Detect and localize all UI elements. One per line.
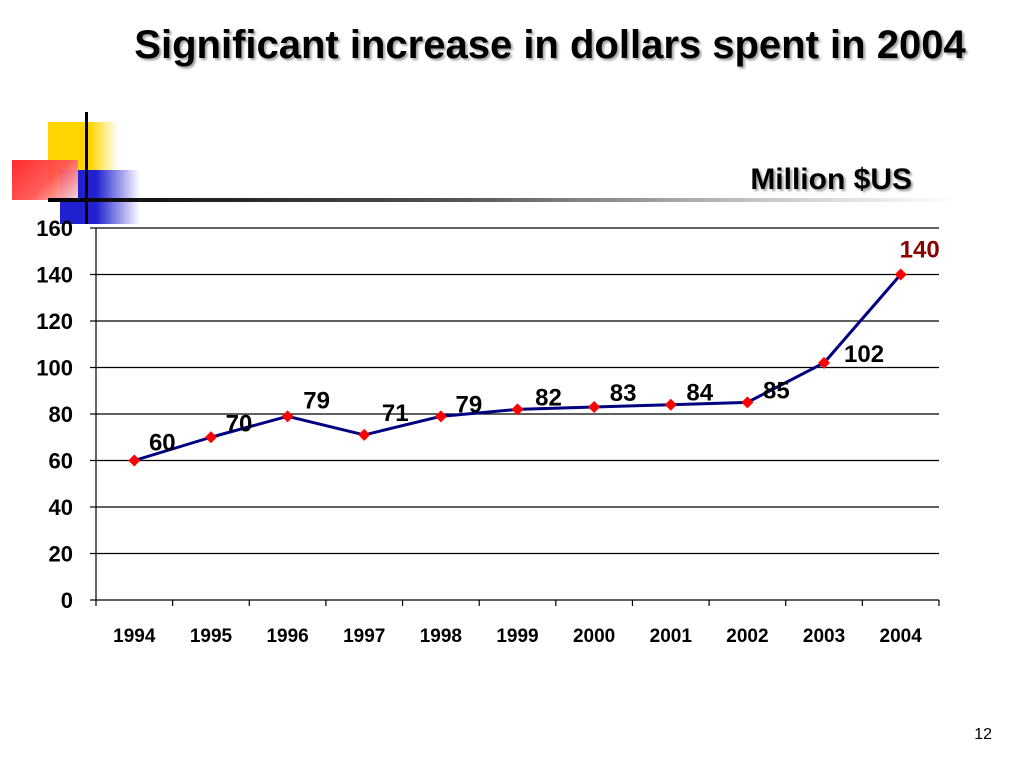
- x-tick-label-1996: 1996: [266, 626, 308, 647]
- data-point-marker-1995: [204, 431, 217, 444]
- x-tick-label-2000: 2000: [573, 626, 615, 647]
- data-markers: [128, 268, 907, 467]
- data-label-2002: 85: [763, 377, 790, 404]
- data-point-marker-2002: [741, 396, 754, 409]
- decorative-red-square: [12, 160, 78, 200]
- data-point-marker-1998: [434, 410, 447, 423]
- x-tick-label-2002: 2002: [726, 626, 768, 647]
- x-tick-label-1998: 1998: [420, 626, 462, 647]
- data-point-marker-1996: [281, 410, 294, 423]
- y-tick-label-80: 80: [49, 402, 73, 427]
- x-tick-label-2004: 2004: [880, 626, 923, 647]
- y-tick-label-120: 120: [36, 309, 73, 334]
- data-point-marker-2001: [664, 398, 677, 411]
- y-tick-label-20: 20: [49, 542, 73, 567]
- data-point-marker-1994: [128, 454, 141, 467]
- y-tick-label-40: 40: [49, 495, 73, 520]
- x-tick-label-2003: 2003: [803, 626, 845, 647]
- page-number: 12: [974, 726, 992, 743]
- data-label-2004: 140: [900, 237, 940, 264]
- data-label-1995: 70: [226, 410, 253, 437]
- decorative-horizontal-line: [48, 198, 960, 202]
- x-axis-tick-labels: 1994 1995 1996 1997 1998 1999 2000 2001 2002 2003…: [113, 626, 922, 647]
- y-tick-label-60: 60: [49, 449, 73, 474]
- data-label-1994: 60: [149, 430, 176, 457]
- x-tick-label-1994: 1994: [113, 626, 156, 647]
- data-label-1997: 71: [382, 400, 409, 427]
- data-label-1999: 82: [535, 384, 562, 411]
- data-label-2001: 84: [686, 380, 713, 407]
- data-label-2003: 102: [844, 341, 884, 368]
- decorative-vertical-line: [85, 112, 88, 224]
- y-tick-label-100: 100: [36, 356, 73, 381]
- y-tick-label-160: 160: [36, 216, 73, 241]
- x-tick-label-2001: 2001: [650, 626, 693, 647]
- grid-lines: [96, 227, 939, 555]
- y-tick-label-0: 0: [61, 588, 73, 613]
- y-axis-tick-labels: 0 20 40 60 80 100 120 140 160: [36, 216, 73, 613]
- y-tick-label-140: 140: [36, 263, 73, 288]
- data-point-marker-2003: [818, 356, 831, 369]
- unit-label: Million $US: [750, 163, 912, 196]
- data-label-1998: 79: [456, 391, 483, 418]
- slide-title: Significant increase in dollars spent in…: [134, 23, 966, 67]
- data-point-marker-2004: [894, 268, 907, 281]
- data-point-marker-2000: [588, 401, 601, 414]
- x-tick-label-1995: 1995: [190, 626, 233, 647]
- data-labels: 60 70 79 71 79 82 83 84 85 102 140: [149, 237, 940, 457]
- x-tick-label-1999: 1999: [496, 626, 538, 647]
- data-label-1996: 79: [303, 387, 330, 414]
- data-point-marker-1997: [358, 428, 371, 441]
- chart-axes: [90, 227, 940, 606]
- data-point-marker-1999: [511, 403, 524, 416]
- x-tick-label-1997: 1997: [343, 626, 385, 647]
- data-label-2000: 83: [610, 380, 637, 407]
